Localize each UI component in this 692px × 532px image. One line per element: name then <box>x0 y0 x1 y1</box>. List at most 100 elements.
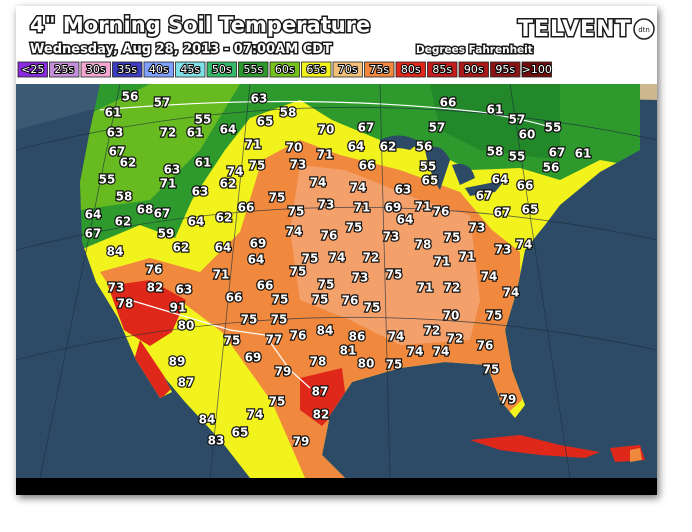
station-reading: 84 <box>317 324 334 338</box>
station-reading: 58 <box>116 190 133 204</box>
station-reading: 76 <box>342 294 359 308</box>
station-reading: 65 <box>422 174 439 188</box>
station-reading: 69 <box>250 237 267 251</box>
station-reading: 65 <box>232 426 249 440</box>
station-reading: 83 <box>208 434 225 448</box>
station-reading: 72 <box>447 332 464 346</box>
units: Degrees Fahrenheit <box>416 44 533 56</box>
station-reading: 72 <box>424 324 441 338</box>
station-reading: 64 <box>492 173 509 187</box>
legend-label: <25 <box>21 63 44 76</box>
station-reading: 70 <box>286 141 303 155</box>
station-reading: 84 <box>107 245 124 259</box>
station-reading: 78 <box>310 355 327 369</box>
station-reading: 75 <box>272 293 289 307</box>
station-reading: 63 <box>164 163 181 177</box>
station-reading: 74 <box>503 286 520 300</box>
title: 4" Morning Soil Temperature <box>30 13 370 37</box>
legend-swatch <box>458 61 489 78</box>
station-reading: 64 <box>85 208 102 222</box>
legend-swatch <box>521 61 552 78</box>
station-reading: 76 <box>433 205 450 219</box>
station-reading: 62 <box>220 177 237 191</box>
station-reading: 68 <box>137 203 154 217</box>
station-reading: 74 <box>227 165 244 179</box>
legend-swatch <box>301 61 332 78</box>
station-reading: 58 <box>280 106 297 120</box>
station-reading: 64 <box>397 213 414 227</box>
station-reading: 75 <box>269 191 286 205</box>
legend-swatch <box>80 61 111 78</box>
station-reading: 74 <box>310 176 327 190</box>
legend-swatch <box>143 61 174 78</box>
station-reading: 65 <box>522 203 539 217</box>
station-reading: 75 <box>302 252 319 266</box>
station-reading: 75 <box>290 265 307 279</box>
station-reading: 71 <box>415 200 432 214</box>
station-reading: 75 <box>444 231 461 245</box>
station-reading: 67 <box>476 189 493 203</box>
station-reading: 78 <box>117 297 134 311</box>
station-reading: 79 <box>500 393 517 407</box>
legend-label: 35s <box>117 63 137 76</box>
legend-label: 75s <box>369 63 389 76</box>
station-reading: 74 <box>407 345 424 359</box>
station-reading: 62 <box>120 156 137 170</box>
station-reading: 61 <box>187 126 204 140</box>
logo: TELVENT <box>518 17 632 42</box>
legend-label: 60s <box>275 63 295 76</box>
station-reading: 67 <box>358 121 375 135</box>
legend-label: 55s <box>243 63 263 76</box>
station-reading: 73 <box>469 221 486 235</box>
station-reading: 61 <box>575 147 592 161</box>
station-reading: 74 <box>286 225 303 239</box>
station-reading: 71 <box>459 250 476 264</box>
legend-label: 95s <box>495 63 515 76</box>
logo-badge-circle <box>633 18 655 40</box>
station-reading: 55 <box>509 150 526 164</box>
station-reading: 71 <box>245 138 262 152</box>
logo-badge: dtn <box>638 26 650 34</box>
station-reading: 64 <box>215 241 232 255</box>
station-reading: 74 <box>247 408 264 422</box>
station-reading: 79 <box>275 365 292 379</box>
station-reading: 61 <box>195 156 212 170</box>
station-reading: 56 <box>122 90 139 104</box>
station-reading: 75 <box>312 293 329 307</box>
legend-label: 85s <box>432 63 452 76</box>
station-reading: 69 <box>385 201 402 215</box>
station-reading: 66 <box>257 279 274 293</box>
station-reading: 59 <box>158 227 175 241</box>
station-reading: 63 <box>107 126 124 140</box>
station-reading: 64 <box>220 123 237 137</box>
station-reading: 75 <box>288 205 305 219</box>
station-reading: 57 <box>509 113 526 127</box>
station-reading: 71 <box>317 148 334 162</box>
station-reading: 58 <box>487 145 504 159</box>
station-reading: 62 <box>380 140 397 154</box>
station-reading: 87 <box>178 376 195 390</box>
station-reading: 56 <box>543 161 560 175</box>
station-reading: 60 <box>519 128 536 142</box>
station-reading: 71 <box>417 281 434 295</box>
station-reading: 75 <box>269 395 286 409</box>
station-reading: 84 <box>199 413 216 427</box>
station-reading: 76 <box>290 329 307 343</box>
station-reading: 73 <box>108 281 125 295</box>
station-reading: 75 <box>249 159 266 173</box>
legend-swatch <box>17 61 48 78</box>
station-reading: 82 <box>313 408 330 422</box>
station-reading: 71 <box>160 177 177 191</box>
station-reading: 66 <box>517 179 534 193</box>
station-reading: 64 <box>348 140 365 154</box>
station-reading: 76 <box>477 339 494 353</box>
station-reading: 66 <box>226 291 243 305</box>
station-reading: 78 <box>415 238 432 252</box>
station-reading: 75 <box>241 313 258 327</box>
legend-label: 45s <box>180 63 200 76</box>
legend-swatch <box>175 61 206 78</box>
station-reading: 75 <box>386 268 403 282</box>
legend-swatch <box>395 61 426 78</box>
station-reading: 57 <box>429 121 446 135</box>
